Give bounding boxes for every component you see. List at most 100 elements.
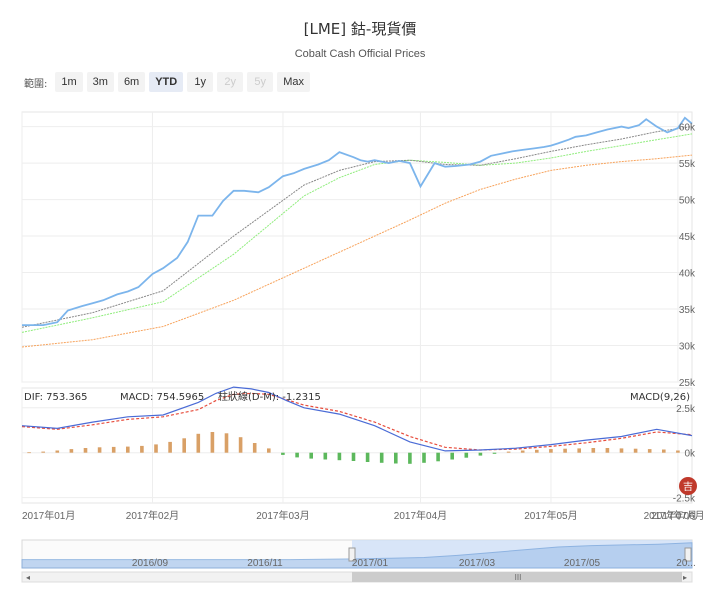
dif-readout: DIF: 753.365 [24,392,88,403]
x-tick: 2017年02月 [126,509,179,522]
svg-text:吉: 吉 [683,481,693,493]
price-y-tick: 45k [679,232,696,243]
navigator-handle[interactable] [348,547,356,562]
scrollbar-grip-icon: III [515,573,522,582]
histogram-bar [238,437,243,453]
histogram-bar [210,432,215,453]
range-button-5y: 5y [247,72,274,92]
navigator-area [21,542,693,569]
series-ma-short [21,126,693,328]
histogram-bar [577,448,581,453]
macd-marker-icon[interactable]: 吉 [679,477,697,495]
navigator: 2016/09 2016/11 2017/01 2017/03 2017/05 20...… [21,539,696,583]
scrollbar-thumb[interactable] [352,572,682,582]
navigator-handle[interactable] [684,547,692,562]
histogram-bar [506,451,511,453]
histogram-bar [267,448,271,453]
histogram-bar [97,447,102,453]
histogram-bar [196,433,201,453]
histogram-bar [633,448,638,453]
histogram-bar [436,452,440,462]
range-button-1m[interactable]: 1m [55,72,83,92]
histogram-bar [478,452,483,456]
macd-lines [21,386,693,452]
histogram-bar [422,452,426,463]
price-lines [21,116,693,348]
histogram-bar [41,451,45,453]
navigator-tick: 20... [676,558,695,569]
range-button-ytd[interactable]: YTD [149,72,184,92]
histogram-bar [69,449,74,453]
navigator-tick: 2017/01 [352,558,389,569]
histogram-bar [337,452,342,461]
x-tick: 2017年01月 [22,509,75,522]
macd-histogram [27,432,680,464]
range-button-max[interactable]: Max [277,72,310,92]
histogram-bar [351,452,356,461]
price-y-tick: 35k [679,305,696,316]
price-y-tick: 25k [679,378,696,389]
x-tick: 2017年05月 [524,509,577,522]
scroll-right-arrow-icon[interactable]: ▸ [683,573,687,582]
x-tick: 2017年03月 [256,509,309,522]
histogram-bar [379,452,384,463]
histogram-bar [450,452,454,460]
price-frame [21,111,693,383]
scroll-left-arrow-icon[interactable]: ◂ [26,573,30,582]
histogram-bar [182,438,186,453]
histogram-bar [126,446,130,453]
price-y-tick: 30k [679,342,696,353]
macd-y-tick: -2.5k [673,494,696,505]
x-axis-ticks: 2017年01月 2017年02月 2017年03月 2017年04月 2017年05月… [22,509,705,522]
price-y-tick: 55k [679,159,696,170]
navigator-tick: 2016/09 [132,558,169,569]
price-grid [21,111,693,383]
macd-grid [21,387,693,504]
price-y-tick: 60k [679,123,696,134]
histogram-bar [492,452,497,454]
histogram-bar [365,452,370,462]
histogram-bar [563,448,567,453]
x-tick: 2017年07月 [644,509,697,522]
series-price [22,116,693,327]
range-button-3m[interactable]: 3m [86,72,114,92]
histogram-bar [83,448,88,453]
histogram-bar [619,448,624,453]
price-y-tick: 40k [679,269,696,280]
histogram-bar [520,450,525,453]
histogram-bar [55,450,60,453]
histogram-bar [464,452,469,458]
histogram-bar [549,449,553,453]
chart-subtitle: Cobalt Cash Official Prices [294,48,426,60]
navigator-tick: 2016/11 [247,558,283,569]
navigator-tick: 2017/05 [564,558,601,569]
histogram-bar [224,433,229,453]
histogram-bar [605,448,610,453]
series-macd [21,392,693,451]
range-button-1y[interactable]: 1y [187,72,214,92]
histogram-bar [323,452,328,460]
histogram-bar [394,452,398,464]
histogram-bar [647,449,652,453]
hist-readout: 柱狀線(D-M): -1.2315 [218,390,321,403]
histogram-bar [252,443,257,453]
histogram-bar [676,450,680,453]
histogram-bar [591,448,596,453]
price-y-ticks: 25k 30k 35k 40k 45k 50k 55k 60k [679,123,696,389]
histogram-bar [27,452,31,454]
macd-y-tick: 2.5k [676,404,696,415]
chart-title: [LME] 鈷-現貨價 [303,20,417,38]
macd-params: MACD(9,26) [630,392,690,403]
range-label: 範圍: [24,78,48,90]
x-tick: 2017年06月 [651,509,704,522]
histogram-bar [168,441,172,453]
histogram-bar [140,445,144,453]
range-button-6m[interactable]: 6m [117,72,146,92]
histogram-bar [295,452,299,458]
x-tick: 2017年04月 [394,509,447,522]
series-ma-long [21,154,693,348]
range-selector: 範圍: 1m 3m 6m YTD 1y 2y 5y Max [24,72,310,92]
histogram-bar [154,444,158,453]
price-y-tick: 50k [679,196,696,207]
